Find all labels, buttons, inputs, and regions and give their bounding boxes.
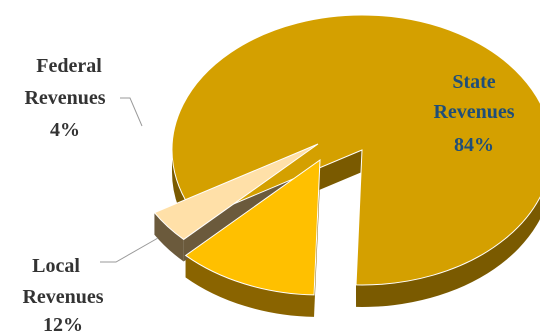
state-label-line1: State bbox=[452, 71, 495, 93]
local-revenues-slice bbox=[184, 158, 321, 296]
federal-revenues-rim bbox=[154, 212, 184, 262]
slice-labels: State Revenues 84% Federal Revenues 4% L… bbox=[22, 55, 514, 333]
local-label-pct: 12% bbox=[43, 314, 83, 333]
federal-leader bbox=[120, 97, 143, 127]
local-label-line2: Revenues bbox=[22, 286, 103, 308]
federal-revenues-slice bbox=[153, 143, 319, 241]
local-revenues-rim bbox=[185, 255, 315, 317]
state-label-line2: Revenues bbox=[433, 101, 514, 123]
local-label-line1: Local bbox=[32, 255, 80, 277]
federal-label-line2: Revenues bbox=[24, 87, 105, 109]
federal-label-line1: Federal bbox=[36, 55, 102, 77]
slice-tops bbox=[153, 14, 540, 296]
federal-label-pct: 4% bbox=[50, 119, 80, 141]
state-label-pct: 84% bbox=[454, 134, 494, 156]
leader-lines bbox=[100, 97, 159, 263]
state-revenues-slice bbox=[171, 14, 540, 286]
local-leader bbox=[100, 237, 159, 263]
